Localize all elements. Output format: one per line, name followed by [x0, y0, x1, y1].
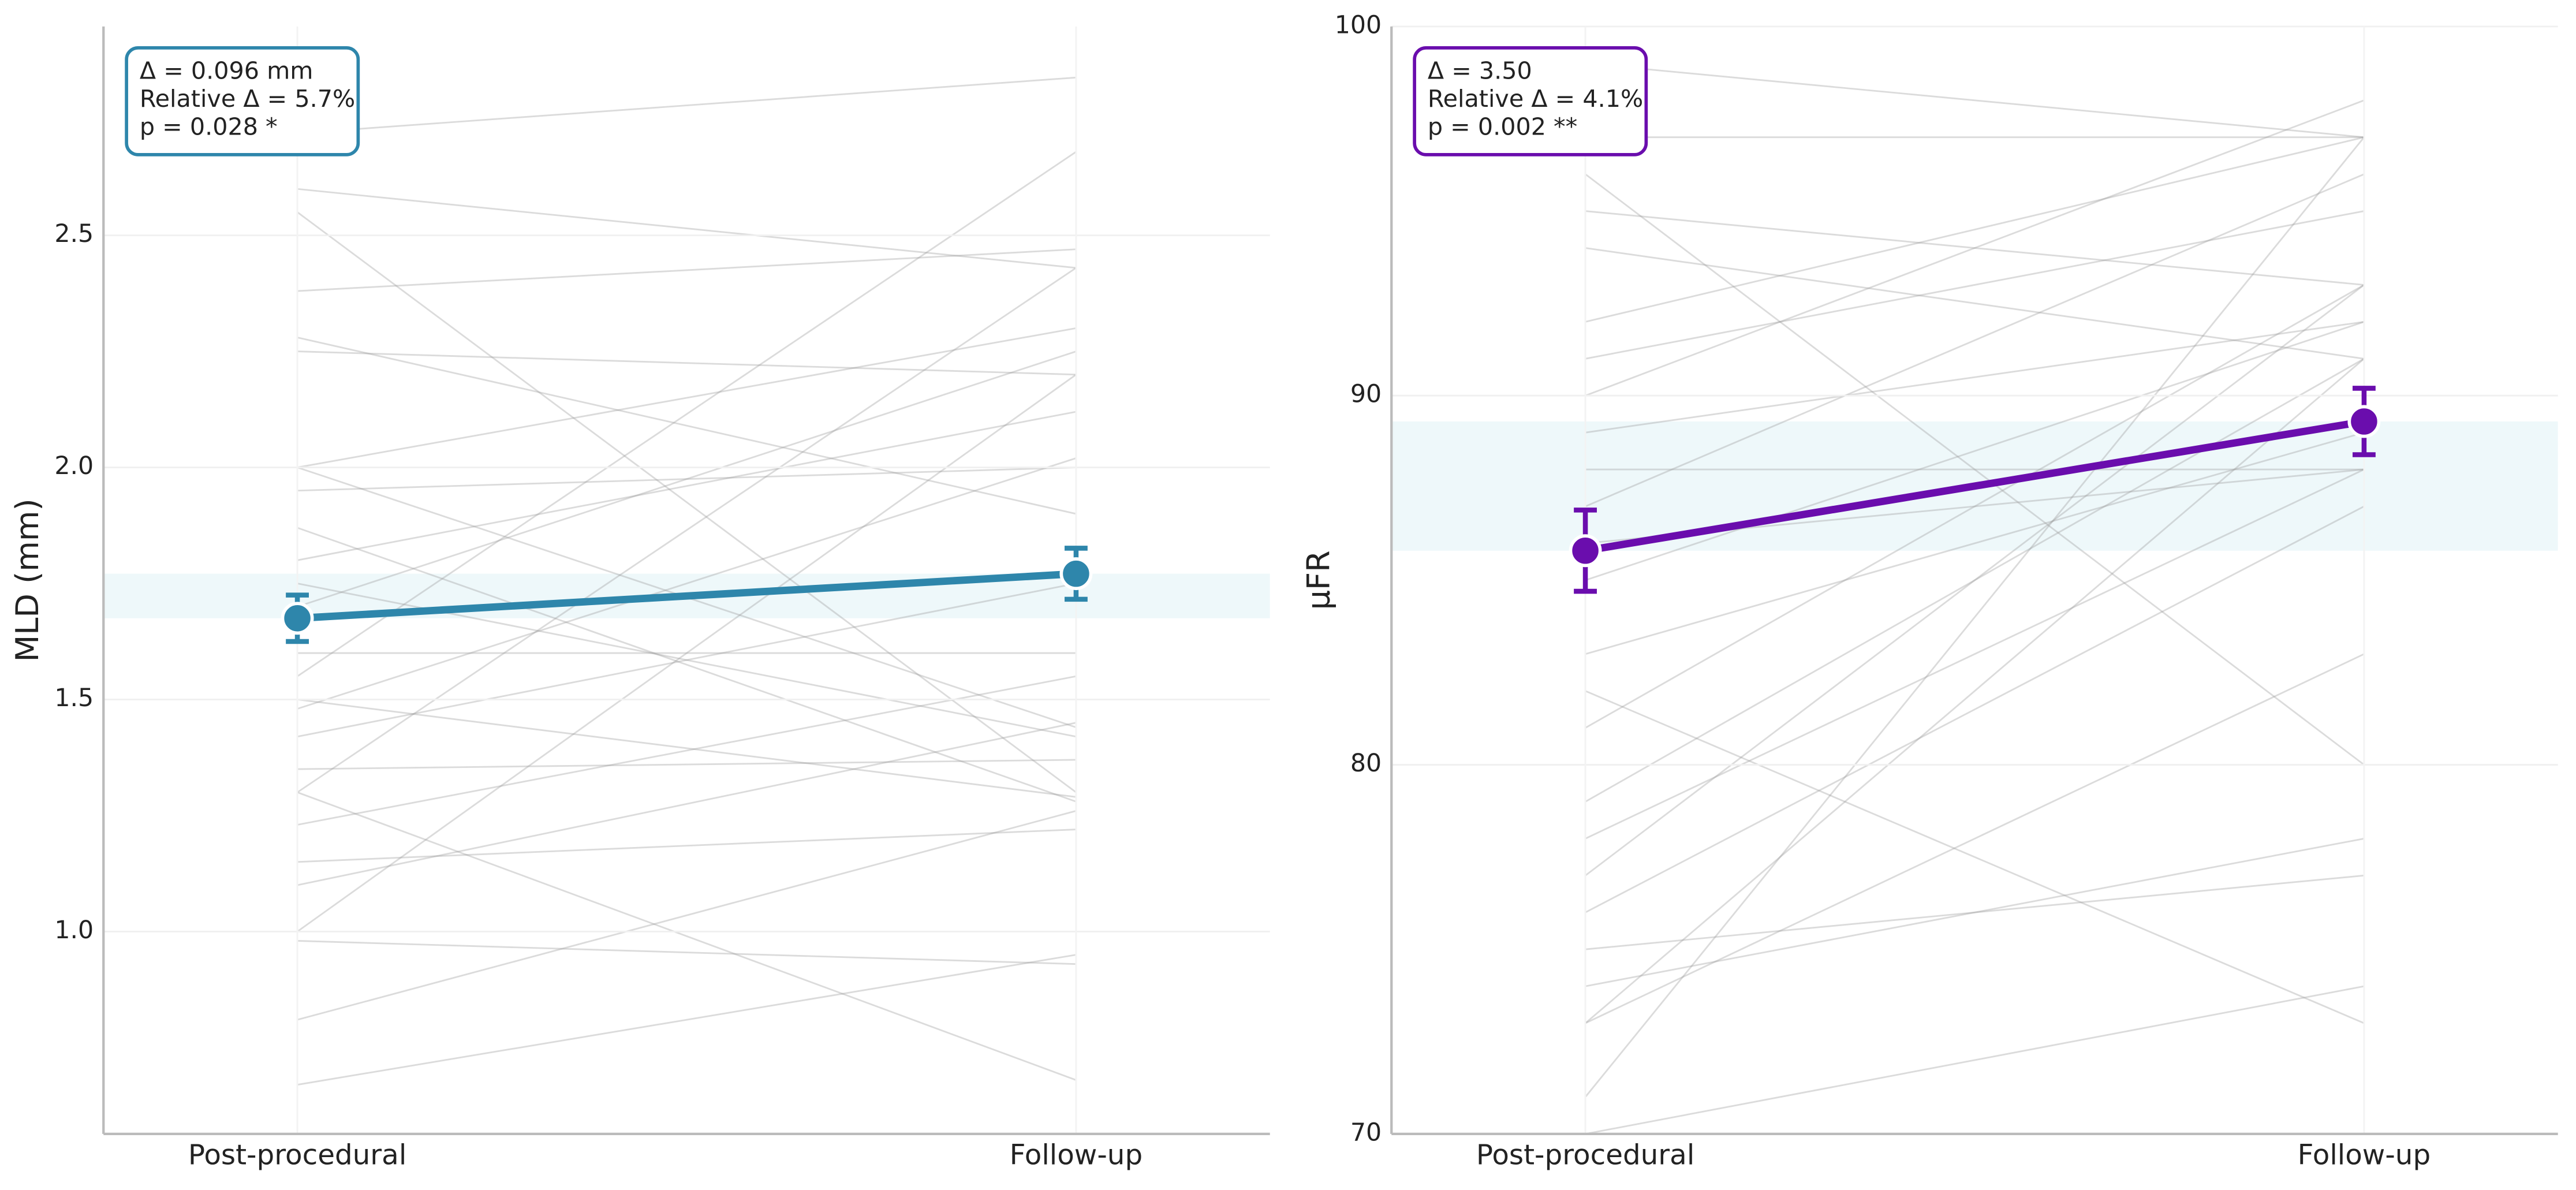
subject-line	[1584, 136, 2365, 1098]
subject-line	[297, 76, 1077, 135]
y-tick-label: 1.5	[54, 684, 94, 712]
annotation-text: Δ = 3.50	[1428, 57, 1532, 85]
subject-line	[297, 337, 1077, 515]
subject-line	[1585, 653, 2365, 1024]
annotation-text: Relative Δ = 4.1%	[1428, 85, 1643, 113]
subject-line	[1585, 210, 2365, 286]
subject-line	[297, 791, 1077, 1081]
subject-line	[297, 810, 1077, 1021]
subject-line	[297, 699, 1077, 798]
subject-line	[297, 940, 1076, 965]
subject-line	[1585, 985, 2365, 1134]
mean-point	[281, 602, 314, 635]
annotation-box	[125, 46, 360, 156]
subject-line	[297, 722, 1077, 886]
subject-line	[297, 675, 1077, 826]
subject-line	[297, 527, 1077, 803]
subject-line	[297, 248, 1076, 292]
subject-line	[1585, 838, 2365, 987]
y-axis-label: μFR	[1301, 550, 1337, 610]
x-tick-label: Follow-up	[1010, 1139, 1143, 1172]
subject-line	[1585, 690, 2365, 1024]
annotation-text: p = 0.002 **	[1428, 113, 1577, 140]
y-tick-label: 100	[1335, 10, 1382, 39]
subject-line	[297, 350, 1077, 608]
plot	[1391, 62, 2558, 1134]
subject-line	[297, 188, 1077, 269]
subject-line	[1585, 99, 2365, 397]
mean-point	[1569, 534, 1602, 568]
subject-line	[1585, 284, 2365, 876]
y-axis-label: MLD (mm)	[9, 498, 46, 662]
subject-line	[1585, 468, 2365, 840]
plot	[103, 76, 1270, 1086]
subject-line	[297, 457, 1077, 710]
subject-line	[297, 954, 1077, 1086]
subject-line	[1585, 284, 2365, 729]
subject-line	[1585, 247, 2365, 360]
subject-line	[1585, 173, 2365, 508]
subject-line	[1585, 173, 2365, 766]
subject-line	[297, 759, 1076, 770]
x-tick-label: Follow-up	[2298, 1139, 2431, 1172]
subject-line	[1585, 505, 2365, 913]
annotation-text: Relative Δ = 5.7%	[140, 85, 355, 113]
x-tick-label: Post-procedural	[188, 1139, 406, 1172]
subject-line	[297, 467, 1076, 492]
annotation-text: Δ = 0.096 mm	[140, 57, 313, 85]
subject-line	[297, 583, 1077, 738]
mean-line	[1585, 417, 2365, 555]
y-tick-label: 90	[1350, 380, 1382, 409]
subject-line	[1585, 210, 2365, 360]
subject-line	[1585, 321, 2365, 581]
mean-point	[2347, 405, 2381, 438]
y-tick-label: 1.0	[54, 916, 94, 945]
subject-line	[1585, 136, 2365, 323]
subject-line	[297, 267, 1077, 793]
subject-line	[1585, 320, 2365, 434]
annotation-text: p = 0.028 *	[140, 113, 278, 140]
y-tick-label: 70	[1350, 1118, 1382, 1147]
y-tick-label: 2.0	[54, 452, 94, 480]
subject-line	[297, 350, 1076, 376]
annotation-box	[1413, 46, 1648, 156]
y-tick-label: 2.5	[54, 219, 94, 248]
mean-point	[1059, 557, 1093, 591]
subject-line	[1585, 431, 2365, 655]
subject-line	[297, 327, 1077, 468]
subject-line	[1585, 874, 2365, 950]
x-tick-label: Post-procedural	[1476, 1139, 1694, 1172]
mean-line	[297, 570, 1077, 622]
subject-line	[297, 211, 1077, 793]
subject-line	[1585, 62, 2365, 139]
subject-line	[297, 151, 1077, 677]
y-tick-label: 80	[1350, 749, 1382, 778]
subject-line	[297, 411, 1077, 561]
subject-line	[1585, 358, 2365, 1024]
subject-line	[1585, 358, 2365, 803]
subject-line	[297, 829, 1076, 863]
